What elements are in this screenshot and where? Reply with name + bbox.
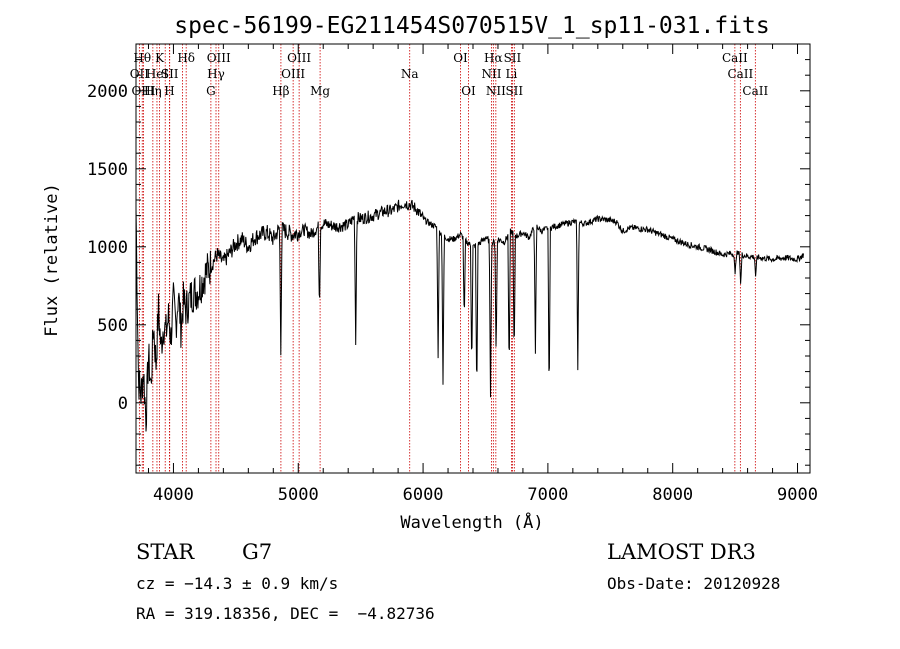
emission-line-labels: OIIHθOIIIHηHeIKHSIIHδGHγOIIIHβOIIIOIIIMg… bbox=[130, 51, 769, 98]
line-label-1: Hθ bbox=[133, 51, 151, 65]
line-label-20: OI bbox=[461, 84, 476, 98]
line-label-13: OIII bbox=[207, 51, 231, 65]
x-tick-label-2: 6000 bbox=[403, 485, 444, 505]
line-label-10: Hδ bbox=[177, 51, 195, 65]
line-label-26: SII bbox=[505, 84, 523, 98]
line-label-16: OIII bbox=[287, 51, 311, 65]
x-tick-label-3: 7000 bbox=[527, 485, 568, 505]
line-label-29: CaII bbox=[742, 84, 768, 98]
emission-line-markers bbox=[138, 44, 756, 473]
line-label-27: CaII bbox=[722, 51, 748, 65]
chart-title: spec-56199-EG211454S070515V_1_sp11-031.f… bbox=[174, 13, 769, 39]
line-label-28: CaII bbox=[727, 67, 753, 81]
line-label-21: NII bbox=[481, 67, 501, 81]
x-tick-label-0: 4000 bbox=[153, 485, 194, 505]
redshift-cz: cz = −14.3 ± 0.9 km/s bbox=[136, 574, 339, 593]
coordinates: RA = 319.18356, DEC = −4.82736 bbox=[136, 604, 435, 623]
line-label-3: Hη bbox=[144, 84, 162, 98]
y-tick-label-3: 1500 bbox=[87, 160, 128, 180]
line-label-4: HeI bbox=[146, 67, 169, 81]
x-tick-label-4: 8000 bbox=[652, 485, 693, 505]
object-class: STAR bbox=[136, 540, 195, 564]
y-tick-label-1: 500 bbox=[97, 316, 128, 336]
line-label-15: OIII bbox=[281, 67, 305, 81]
y-axis-ticks: 0 500 1000 1500 2000 bbox=[87, 59, 810, 466]
line-label-17: Mg bbox=[310, 84, 330, 98]
line-label-22: Hα bbox=[484, 51, 503, 65]
line-label-0: OII bbox=[130, 67, 150, 81]
line-label-11: G bbox=[206, 84, 216, 98]
line-label-24: Li bbox=[506, 67, 518, 81]
line-label-14: Hβ bbox=[272, 84, 289, 98]
obs-date: Obs-Date: 20120928 bbox=[607, 574, 781, 593]
y-axis-label: Flux (relative) bbox=[42, 183, 62, 337]
line-label-19: OI bbox=[453, 51, 468, 65]
line-label-5: K bbox=[155, 51, 165, 65]
line-label-7: H bbox=[164, 84, 174, 98]
line-label-8: SII bbox=[161, 67, 179, 81]
line-label-12: Hγ bbox=[207, 67, 225, 81]
object-subclass: G7 bbox=[242, 540, 273, 564]
x-tick-label-1: 5000 bbox=[278, 485, 319, 505]
spectrum-series bbox=[135, 199, 804, 432]
y-tick-label-0: 0 bbox=[118, 394, 128, 414]
y-tick-label-2: 1000 bbox=[87, 238, 128, 258]
x-axis-ticks: 4000 5000 6000 7000 8000 9000 bbox=[147, 44, 818, 505]
line-label-18: Na bbox=[401, 67, 419, 81]
spectrum-line bbox=[135, 199, 804, 432]
x-tick-label-5: 9000 bbox=[777, 485, 818, 505]
y-tick-label-4: 2000 bbox=[87, 82, 128, 102]
x-axis-label: Wavelength (Å) bbox=[400, 511, 543, 533]
survey-name: LAMOST DR3 bbox=[607, 540, 756, 564]
line-label-23: NII bbox=[486, 84, 506, 98]
line-label-25: SII bbox=[504, 51, 522, 65]
